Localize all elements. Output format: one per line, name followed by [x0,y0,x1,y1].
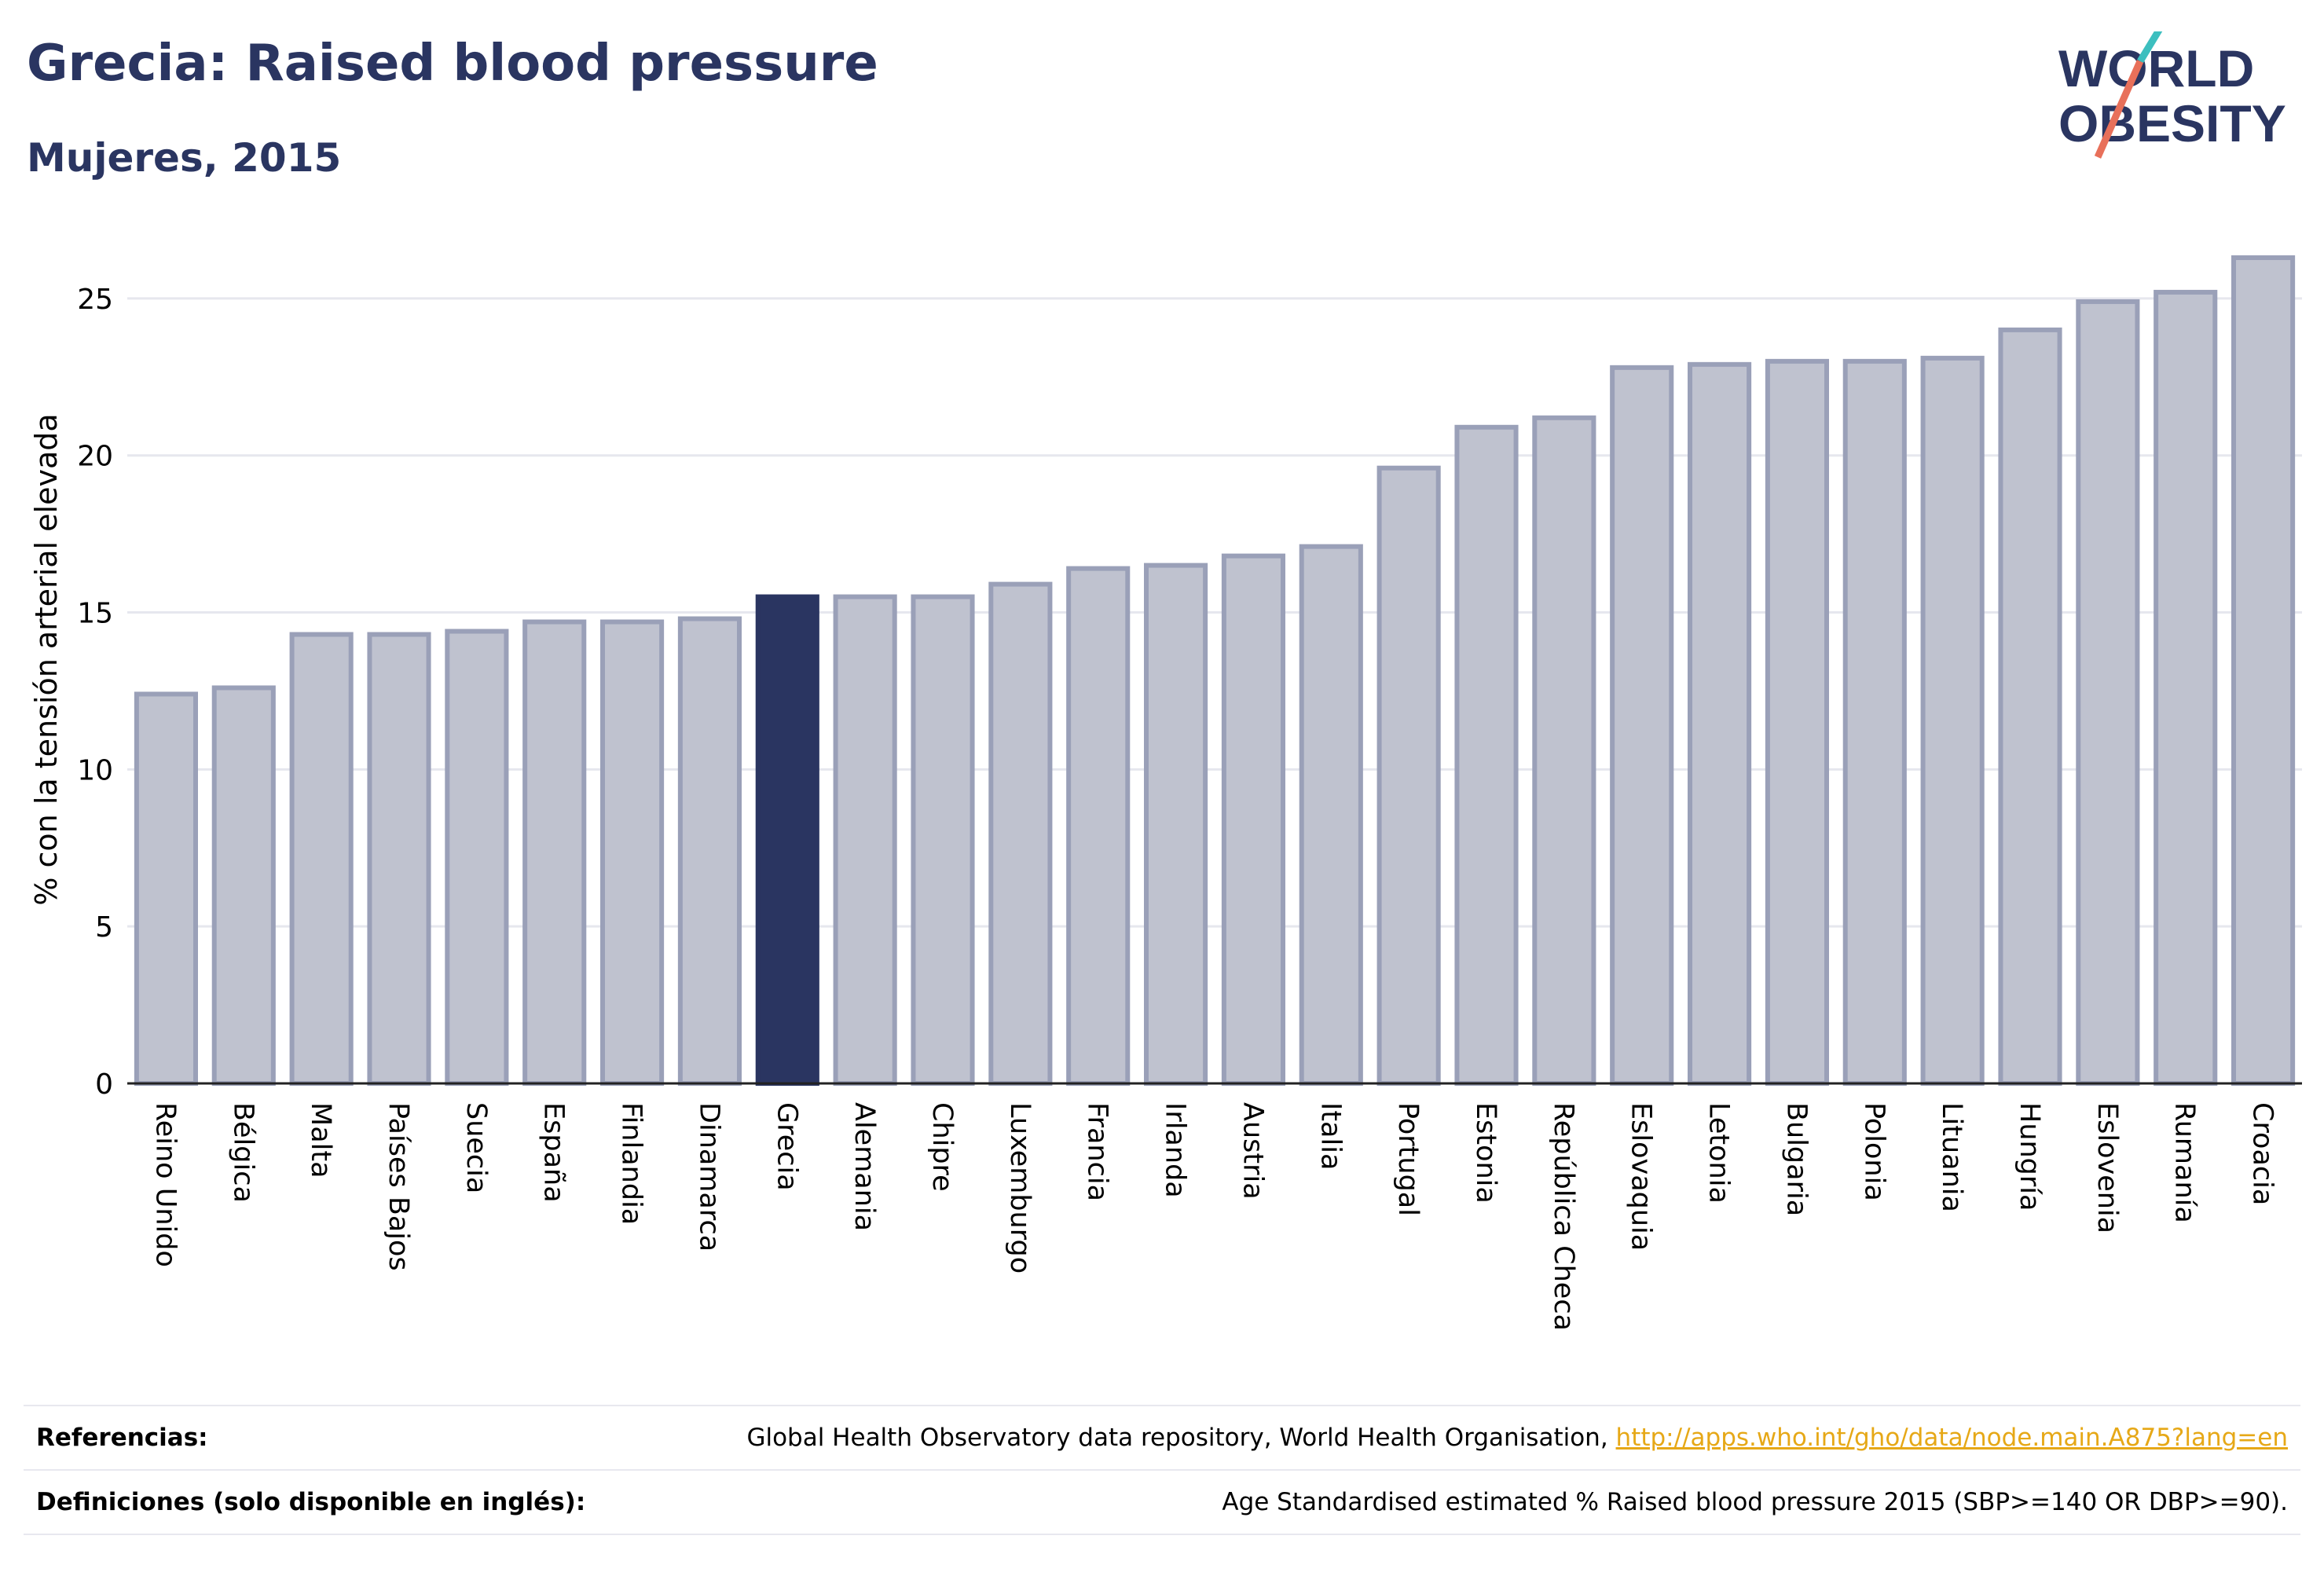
bar-suecia [445,629,509,1086]
world-obesity-logo: WORLD OBESITY [2058,31,2286,159]
x-tick-label: Suecia [460,1102,492,1193]
x-tick-label: Luxemburgo [1004,1102,1036,1274]
x-tick-label: Grecia [771,1102,802,1191]
chart-subtitle: Mujeres, 2015 [27,135,342,181]
x-tick-label: Polonia [1858,1102,1890,1201]
references-link[interactable]: http://apps.who.int/gho/data/node.main.A… [1615,1424,2288,1452]
bar-portugal [1376,465,1441,1086]
bar-grecia [755,594,819,1086]
x-tick-label: Rumanía [2169,1102,2201,1223]
bar-irlanda [1144,563,1208,1086]
references-panel: Referencias: Global Health Observatory d… [24,1405,2300,1535]
x-tick-label: Malta [305,1102,336,1178]
x-tick-label: Croacia [2247,1102,2278,1205]
bar-italia [1299,544,1363,1086]
bar-dinamarca [677,616,742,1086]
bar-austria [1221,553,1285,1086]
bar-bulgaria [1765,358,1829,1086]
x-tick-label: Eslovenia [2091,1102,2123,1233]
x-tick-label: Estonia [1470,1102,1501,1204]
bar-estonia [1454,424,1519,1086]
x-tick-label: España [538,1102,570,1203]
references-row: Referencias: Global Health Observatory d… [24,1405,2300,1469]
bar-chart: 0 5 10 15 20 25 Reino Unido Bélgica Malta Países… [29,255,2302,1331]
bar-chipre [911,594,975,1086]
x-tick-label: Países Bajos [383,1102,414,1271]
x-tick-label: Lituania [1936,1102,1967,1212]
bar-finlandia [600,619,665,1086]
logo-line-2: OBESITY [2058,94,2286,152]
logo-line-1: WORLD [2058,39,2254,97]
bar-malta [289,632,354,1086]
y-tick-labels: 0 5 10 15 20 25 [77,284,113,1101]
bar-eslovaquia [1610,365,1674,1087]
bar-españa [522,619,587,1086]
x-tick-labels: Reino Unido Bélgica Malta Países Bajos Sueci… [149,1102,2278,1331]
bar-croacia [2231,255,2296,1086]
x-tick-label: Letonia [1703,1102,1735,1204]
x-tick-label: Reino Unido [149,1102,181,1267]
y-tick-label: 5 [95,911,113,944]
x-tick-label: Portugal [1392,1102,1424,1216]
bar-letonia [1688,361,1752,1086]
definitions-label: Definiciones (solo disponible en inglés)… [36,1488,586,1516]
x-tick-label: Alemania [849,1102,880,1231]
logo-slash-top [2137,31,2163,64]
y-tick-label: 15 [77,598,113,630]
bar-hungría [1998,327,2062,1086]
x-tick-label: Hungría [2014,1102,2045,1211]
bar-lituania [1920,355,1985,1087]
bar-alemania [833,594,897,1086]
bar-rumanía [2154,289,2218,1086]
x-tick-label: Francia [1082,1102,1113,1201]
x-tick-label: Bélgica [227,1102,258,1203]
y-tick-label: 10 [77,754,113,786]
chart-title: Grecia: Raised blood pressure [27,35,878,93]
references-value: Global Health Observatory data repositor… [746,1424,2300,1452]
definitions-value: Age Standardised estimated % Raised bloo… [1222,1488,2288,1516]
x-tick-label: Chipre [926,1102,958,1192]
x-tick-label: Eslovaquia [1626,1102,1657,1251]
x-tick-label: Austria [1237,1102,1268,1200]
y-tick-label: 0 [95,1068,113,1101]
y-axis-label: % con la tensión arterial elevada [29,413,64,905]
bar-luxemburgo [988,581,1053,1086]
definitions-row: Definiciones (solo disponible en inglés)… [24,1469,2300,1535]
bars [134,255,2296,1087]
x-tick-label: República Checa [1548,1102,1579,1331]
bar-reino-unido [134,691,198,1087]
bar-república-checa [1532,415,1596,1086]
references-label: Referencias: [36,1424,208,1452]
bar-polonia [1842,358,1907,1086]
x-tick-label: Dinamarca [693,1102,724,1252]
bar-bélgica [211,685,276,1086]
y-tick-label: 25 [77,284,113,316]
logo-slash-bottom [2094,60,2144,159]
y-tick-label: 20 [77,441,113,473]
x-tick-label: Irlanda [1160,1102,1191,1198]
x-tick-label: Finlandia [616,1102,647,1225]
references-text: Global Health Observatory data repositor… [746,1424,1616,1452]
x-tick-label: Italia [1314,1102,1346,1170]
bar-eslovenia [2076,299,2140,1086]
bar-países-bajos [367,632,431,1086]
bar-francia [1066,566,1131,1086]
x-tick-label: Bulgaria [1780,1102,1812,1216]
